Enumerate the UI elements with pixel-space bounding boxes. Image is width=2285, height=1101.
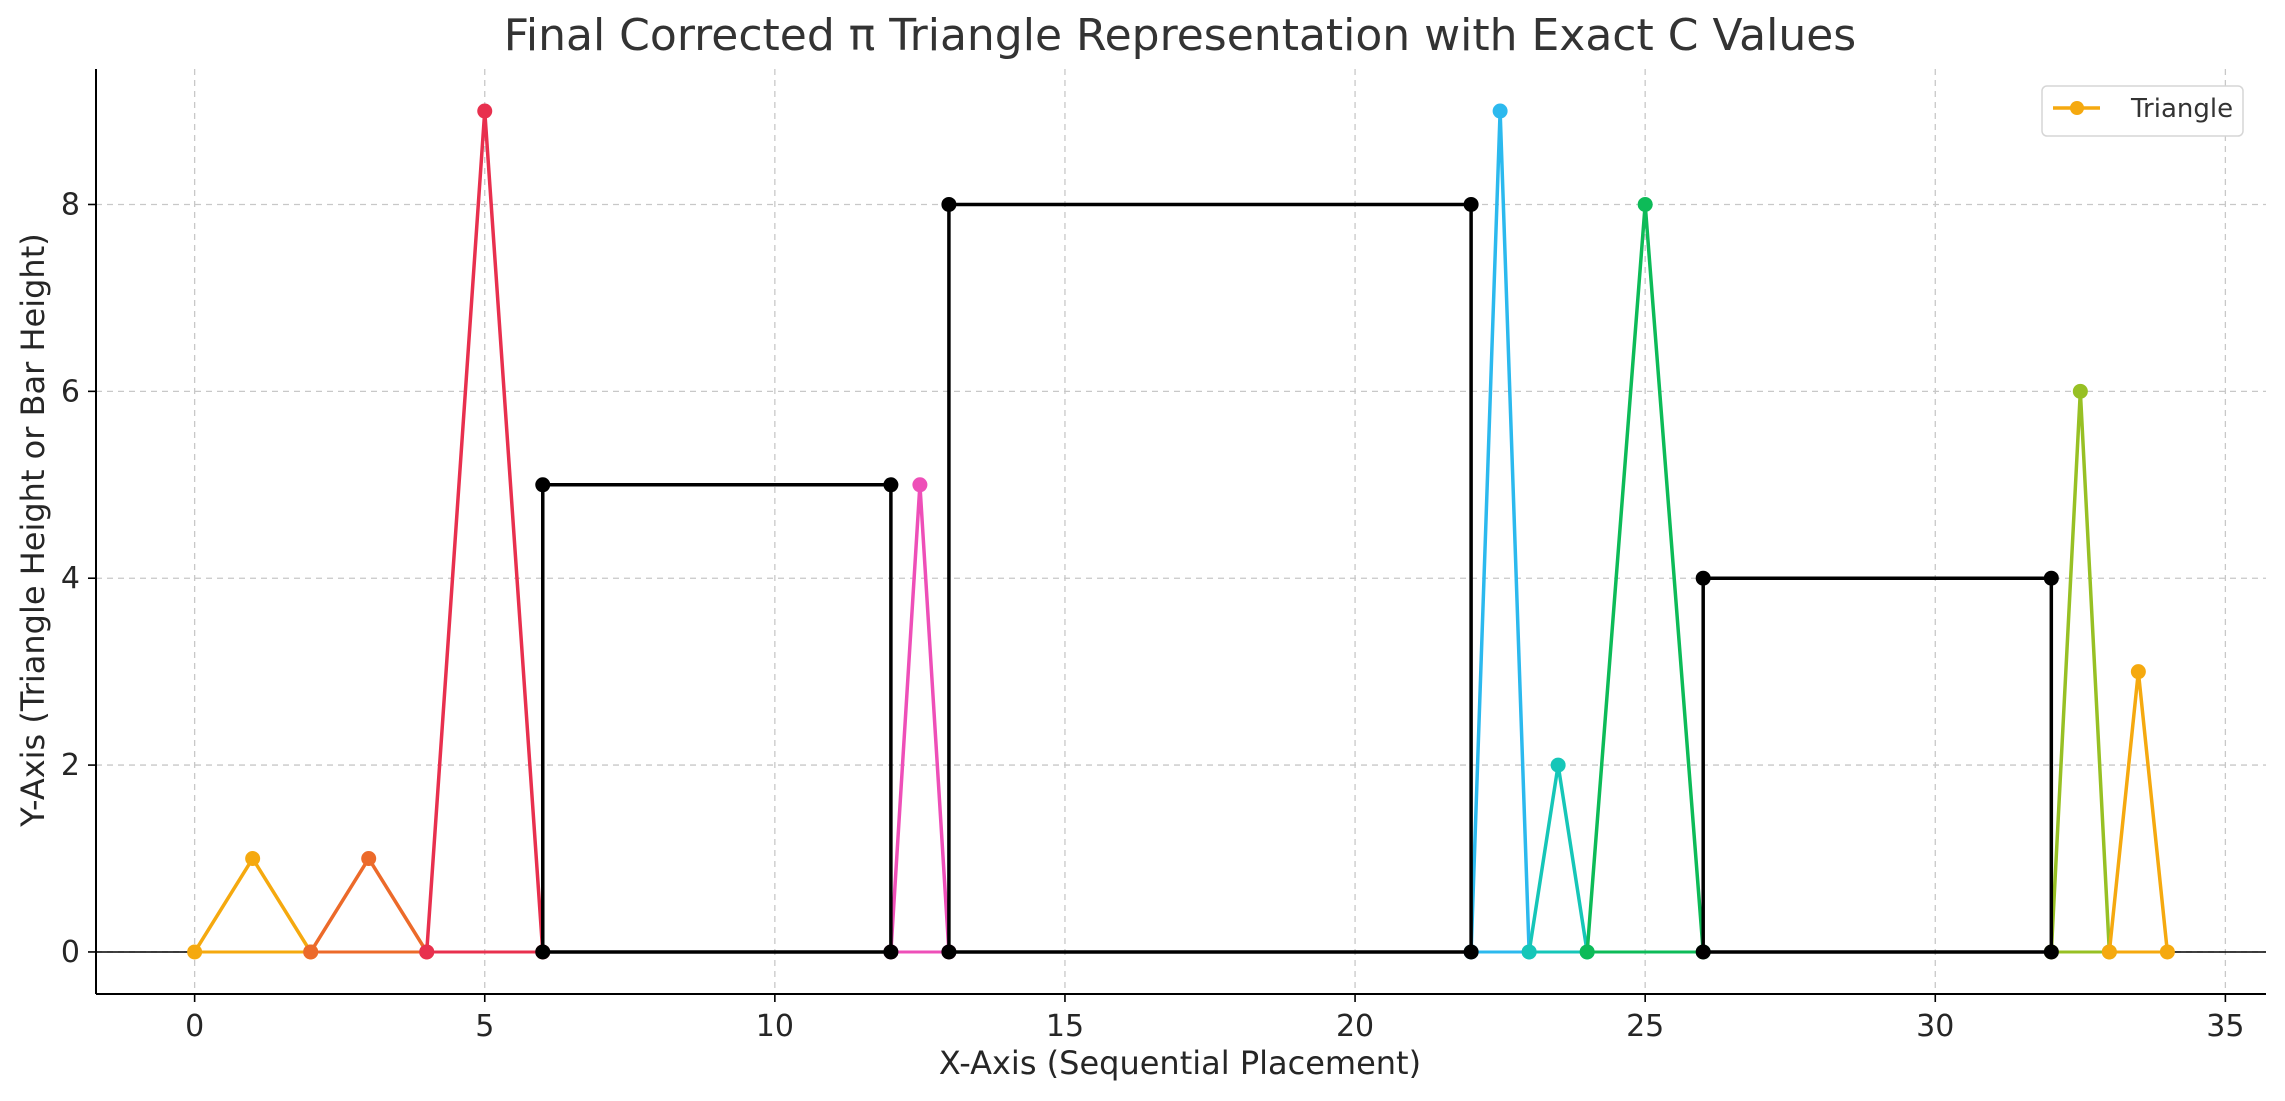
legend: Triangle: [2041, 85, 2244, 137]
legend-dot-marker: [2070, 101, 2084, 115]
series-layer: [96, 103, 2266, 960]
bar-point: [535, 944, 551, 960]
triangle-point: [1637, 196, 1653, 212]
y-tick-label: 6: [61, 374, 80, 409]
legend-box: [2041, 85, 2244, 137]
x-axis-label: X-Axis (Sequential Placement): [939, 1044, 1421, 1082]
x-tick-label: 10: [756, 1009, 794, 1044]
triangle-point: [2072, 383, 2088, 399]
triangle-outline: [889, 483, 951, 953]
triangle-series: [187, 851, 319, 960]
triangle-point: [245, 851, 261, 867]
triangle-outline: [2049, 389, 2112, 953]
y-tick-label: 4: [61, 561, 80, 596]
triangle-point: [1579, 944, 1595, 960]
x-tick-label: 20: [1336, 1009, 1374, 1044]
triangle-series: [2101, 664, 2175, 960]
axes: 0 5 10 15 20 25 30 35 0 2 4 6 8: [61, 69, 2266, 1044]
bar-point: [883, 944, 899, 960]
bar-point: [1695, 570, 1711, 586]
triangle-point: [912, 477, 928, 493]
triangle-point: [1521, 944, 1537, 960]
bar-point: [2043, 944, 2059, 960]
bar-series: [535, 477, 899, 960]
triangle-outline: [309, 856, 429, 953]
triangle-outline: [1469, 109, 1531, 953]
bar-point: [1463, 196, 1479, 212]
triangle-point: [187, 944, 203, 960]
bar-point: [883, 477, 899, 493]
grid: [96, 69, 2266, 994]
bar-point: [941, 196, 957, 212]
triangle-point: [361, 851, 377, 867]
x-tick-label: 25: [1626, 1009, 1664, 1044]
triangle-outline: [2107, 669, 2170, 953]
x-tick-label: 30: [1916, 1009, 1954, 1044]
x-tick-label: 15: [1046, 1009, 1084, 1044]
y-tick-label: 2: [61, 748, 80, 783]
triangle-point: [419, 944, 435, 960]
y-axis-label: Y-Axis (Triangle Height or Bar Height): [14, 233, 52, 828]
triangle-point: [477, 103, 493, 119]
triangle-series: [2043, 383, 2117, 960]
triangle-series: [1521, 757, 1595, 960]
x-tick-label: 0: [185, 1009, 204, 1044]
triangle-point: [2159, 944, 2175, 960]
chart-title: Final Corrected π Triangle Representatio…: [504, 10, 1856, 61]
x-tick-label: 35: [2206, 1009, 2244, 1044]
bar-point: [1463, 944, 1479, 960]
triangle-point: [2101, 944, 2117, 960]
triangle-series: [303, 851, 435, 960]
bar-series: [1695, 570, 2059, 960]
y-tick-label: 8: [61, 187, 80, 222]
legend-label: Triangle: [2130, 94, 2233, 124]
triangle-series: [883, 477, 957, 960]
triangle-point: [2130, 664, 2146, 680]
triangle-point: [1492, 103, 1508, 119]
bar-outline: [541, 483, 893, 954]
x-tick-label: 5: [475, 1009, 494, 1044]
triangle-outline: [193, 856, 313, 953]
bar-series: [941, 196, 1479, 960]
triangle-outline: [1527, 763, 1589, 953]
triangle-point: [1550, 757, 1566, 773]
bar-point: [535, 477, 551, 493]
triangle-series: [1463, 103, 1537, 960]
bar-point: [2043, 570, 2059, 586]
bar-point: [1695, 944, 1711, 960]
bar-point: [941, 944, 957, 960]
y-tick-label: 0: [61, 935, 80, 970]
triangle-point: [303, 944, 319, 960]
